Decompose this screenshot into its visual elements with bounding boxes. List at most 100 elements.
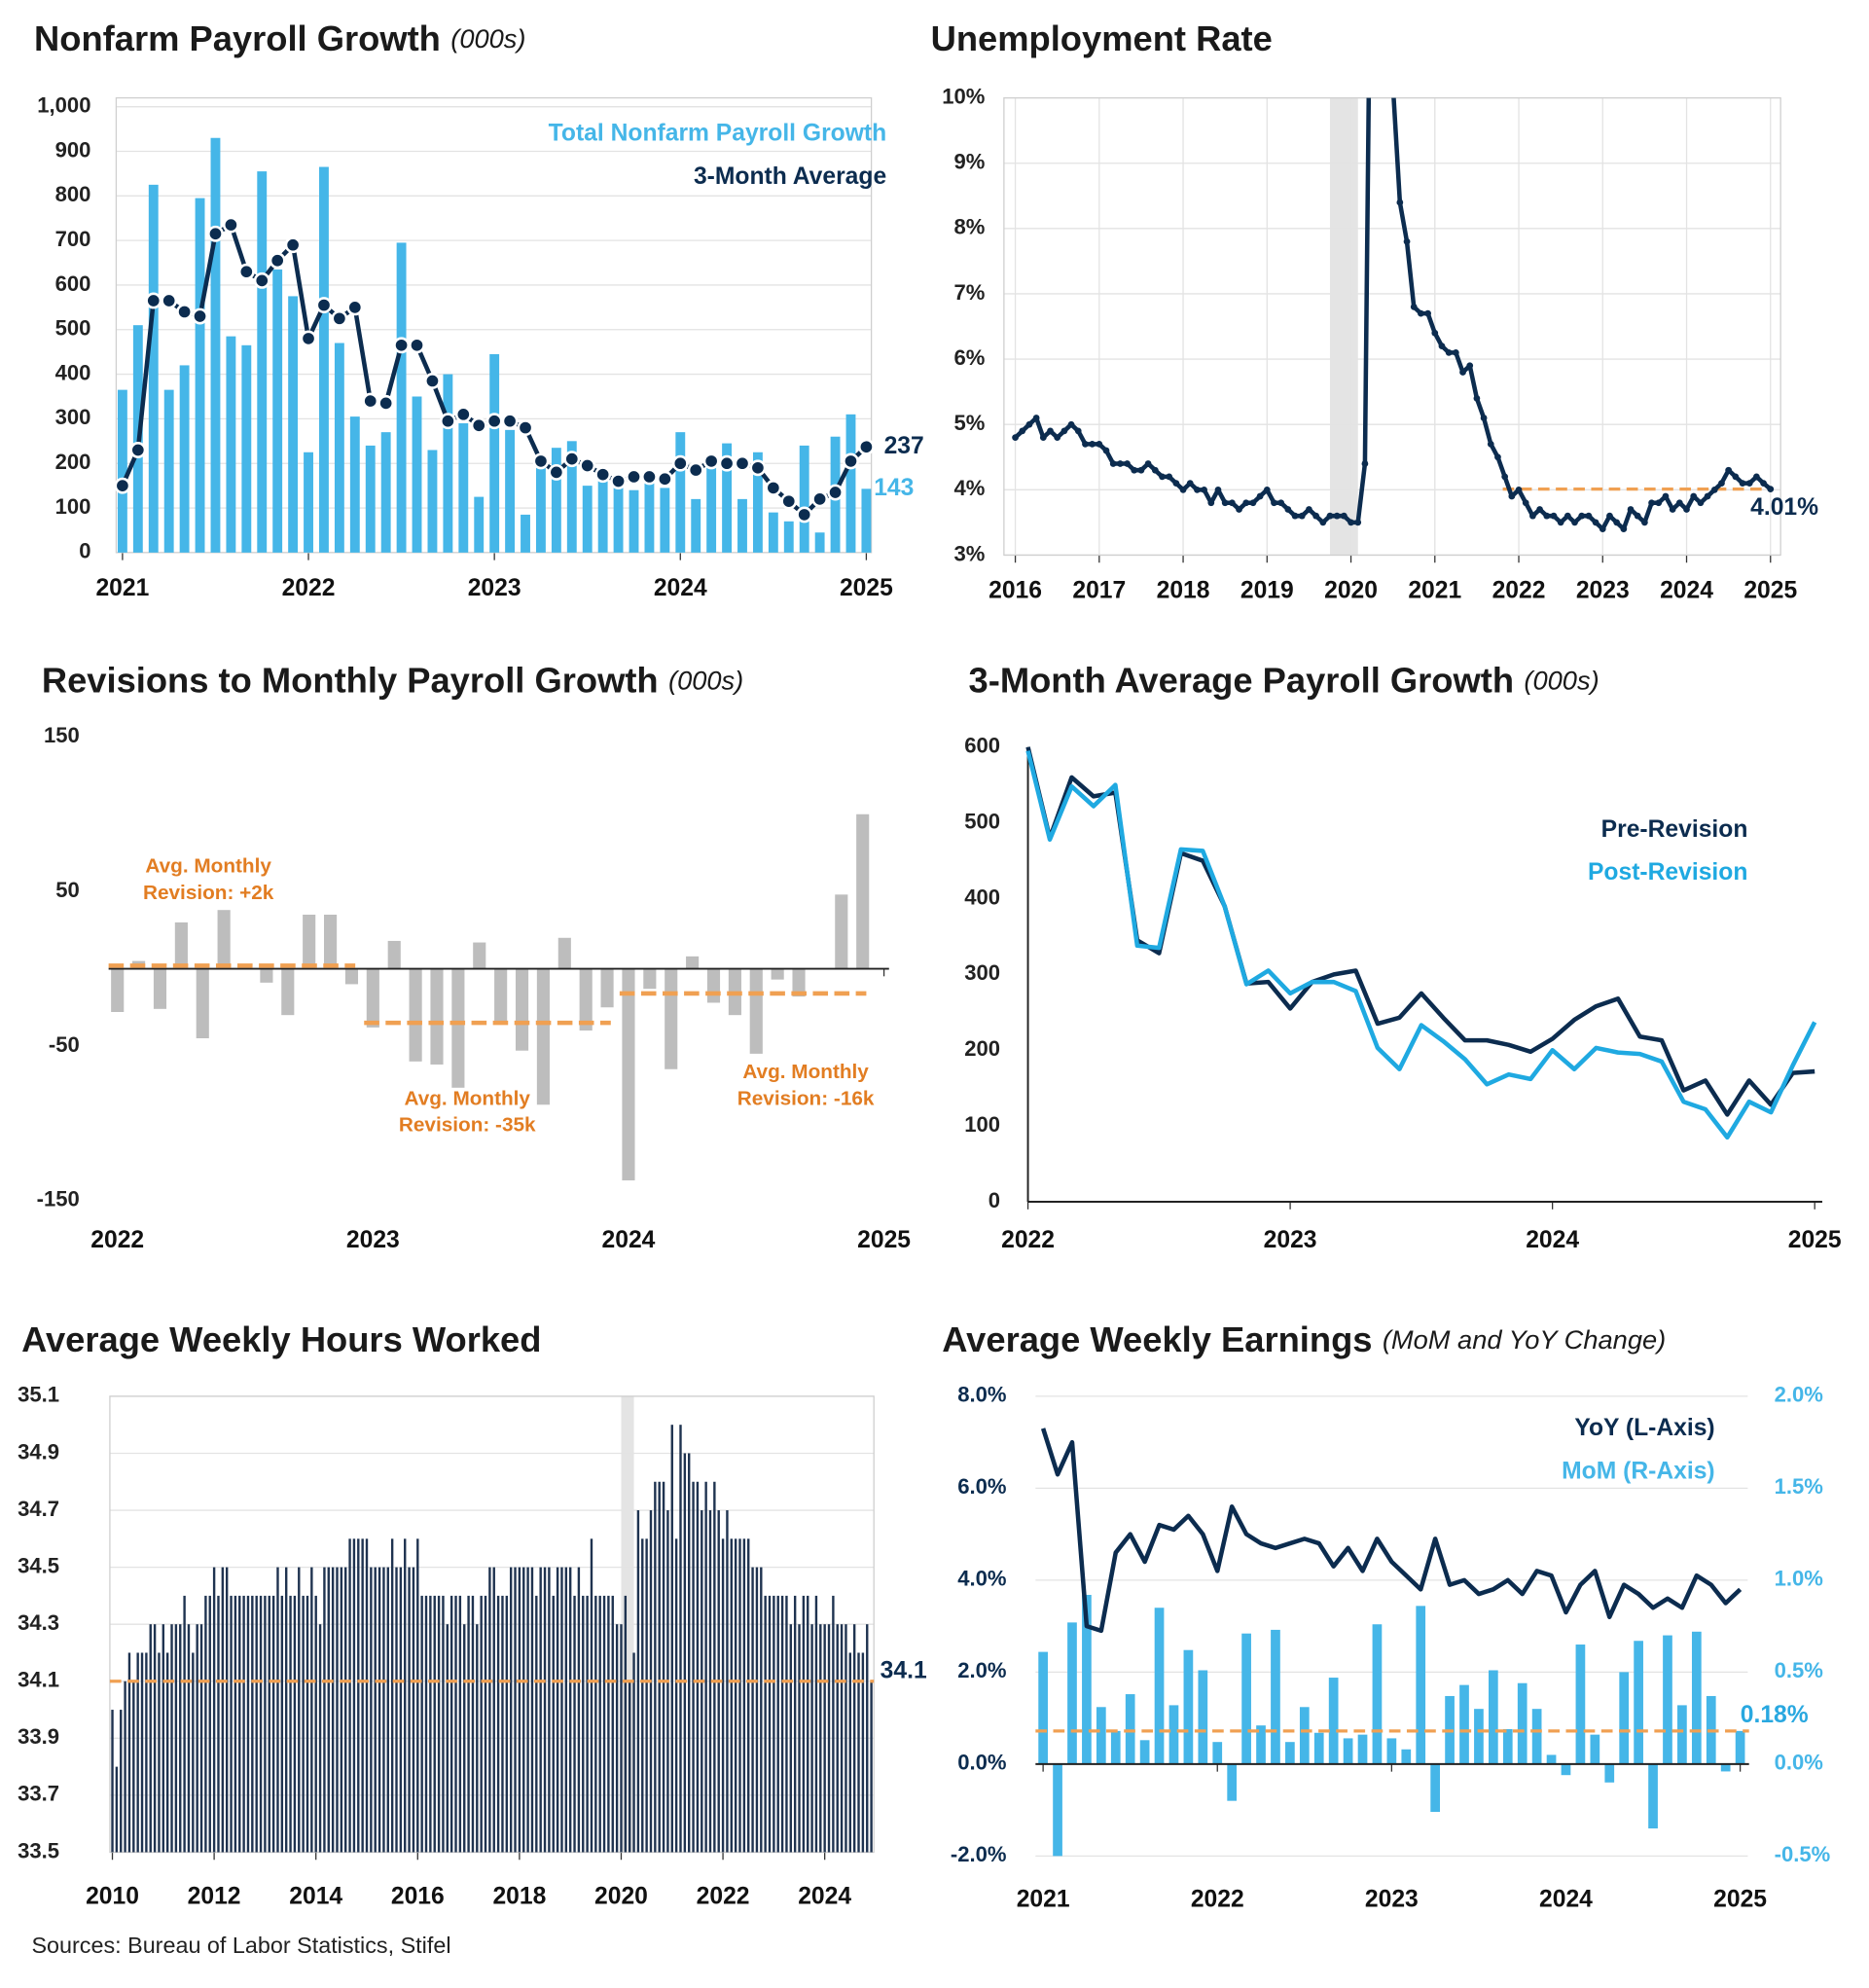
bar <box>636 1510 640 1853</box>
y-tick-label: 700 <box>55 227 91 251</box>
chart-title: Nonfarm Payroll Growth (000s) <box>34 18 525 58</box>
legend-entry: 3-Month Average <box>694 163 886 190</box>
bar <box>117 389 127 553</box>
marker <box>1563 512 1571 520</box>
x-tick-label: 2022 <box>90 1227 144 1253</box>
marker <box>1179 486 1187 493</box>
marker <box>1207 499 1215 507</box>
y-tick-label: 0 <box>79 539 90 563</box>
bar <box>713 1481 716 1853</box>
x-tick-label: 2010 <box>86 1884 139 1910</box>
chart: Unemployment Rate 3% 4% 5% 6% 7% 8% 9% 10% 2016 20… <box>931 18 1819 604</box>
marker <box>1271 499 1277 507</box>
bar <box>225 1567 229 1853</box>
marker <box>1704 492 1711 500</box>
bar <box>730 1538 733 1853</box>
bar <box>366 968 379 1028</box>
marker <box>253 271 270 289</box>
bar <box>412 396 422 553</box>
marker <box>1620 525 1628 532</box>
marker <box>315 297 333 314</box>
marker <box>1242 499 1250 507</box>
bar <box>348 1538 351 1853</box>
marker <box>1348 519 1354 526</box>
bar <box>1212 1742 1223 1764</box>
bar <box>284 1567 288 1853</box>
bar <box>835 894 848 969</box>
marker <box>1312 512 1319 520</box>
bar <box>272 269 283 553</box>
bar <box>1285 1742 1295 1764</box>
bar <box>670 1425 673 1853</box>
bar <box>792 968 806 997</box>
bar <box>314 1595 317 1853</box>
chart-title: Unemployment Rate <box>931 18 1273 58</box>
chart-title: Average Weekly Hours Worked <box>21 1319 541 1359</box>
y-tick-label: 34.3 <box>18 1610 59 1635</box>
bar <box>259 1595 263 1853</box>
marker <box>1480 415 1488 421</box>
bar <box>530 1567 534 1853</box>
title-sub: (000s) <box>450 23 525 54</box>
average-label: Avg. Monthly <box>742 1061 869 1083</box>
line <box>1025 750 1817 1140</box>
marker <box>1634 512 1641 520</box>
bar <box>1604 1763 1615 1783</box>
bar <box>174 1624 178 1853</box>
marker <box>1082 440 1089 448</box>
bar <box>1416 1606 1426 1764</box>
bar <box>1386 1738 1397 1764</box>
bar <box>607 1595 610 1853</box>
title-main: Nonfarm Payroll Growth <box>34 18 441 58</box>
marker <box>1592 519 1599 526</box>
bar <box>1663 1635 1672 1764</box>
marker <box>1074 427 1082 435</box>
bar <box>665 968 678 1069</box>
marker <box>1277 499 1285 507</box>
marker <box>1557 519 1564 526</box>
bar <box>1648 1763 1658 1829</box>
marker <box>1039 434 1047 442</box>
legend-entry: MoM (R-Axis) <box>1562 1458 1715 1484</box>
x-tick-label: 2014 <box>289 1884 342 1910</box>
bar <box>1198 1670 1208 1764</box>
bar <box>442 1595 445 1853</box>
bar <box>501 1595 504 1853</box>
bar <box>264 1595 267 1853</box>
marker <box>1494 453 1501 461</box>
bar <box>773 1595 775 1853</box>
chart: 3-Month Average Payroll Growth (000s) 0 100… <box>964 660 1842 1253</box>
bar <box>789 1624 792 1853</box>
bar <box>153 968 167 1009</box>
marker <box>1578 512 1586 520</box>
bar <box>429 1595 432 1853</box>
bar <box>496 1595 500 1853</box>
marker <box>161 292 178 309</box>
x-tick-label: 2016 <box>391 1884 445 1910</box>
bar <box>688 1453 691 1853</box>
y-tick-label: 34.9 <box>18 1439 59 1464</box>
bar <box>726 1510 729 1853</box>
bar <box>752 452 763 553</box>
bar <box>115 1766 119 1853</box>
marker <box>749 459 767 477</box>
x-tick-label: 2025 <box>857 1227 911 1253</box>
bar <box>1053 1763 1062 1857</box>
y-tick-label: 300 <box>55 405 91 429</box>
y-tick-label: 8.0% <box>957 1383 1007 1407</box>
marker <box>1067 420 1075 428</box>
bar <box>1357 1734 1368 1764</box>
bar <box>641 1538 644 1853</box>
bar <box>1067 1622 1077 1764</box>
y-tick-label: -2.0% <box>951 1842 1007 1866</box>
bar <box>1502 1728 1513 1764</box>
bar <box>387 940 401 969</box>
x-tick-label: 2024 <box>602 1227 656 1253</box>
bar <box>149 1624 152 1853</box>
line <box>1014 97 1773 531</box>
bar <box>518 1567 521 1853</box>
marker <box>346 299 364 316</box>
bar <box>327 1567 330 1853</box>
bar <box>708 1510 712 1853</box>
y-tick-label: 8% <box>954 215 986 239</box>
